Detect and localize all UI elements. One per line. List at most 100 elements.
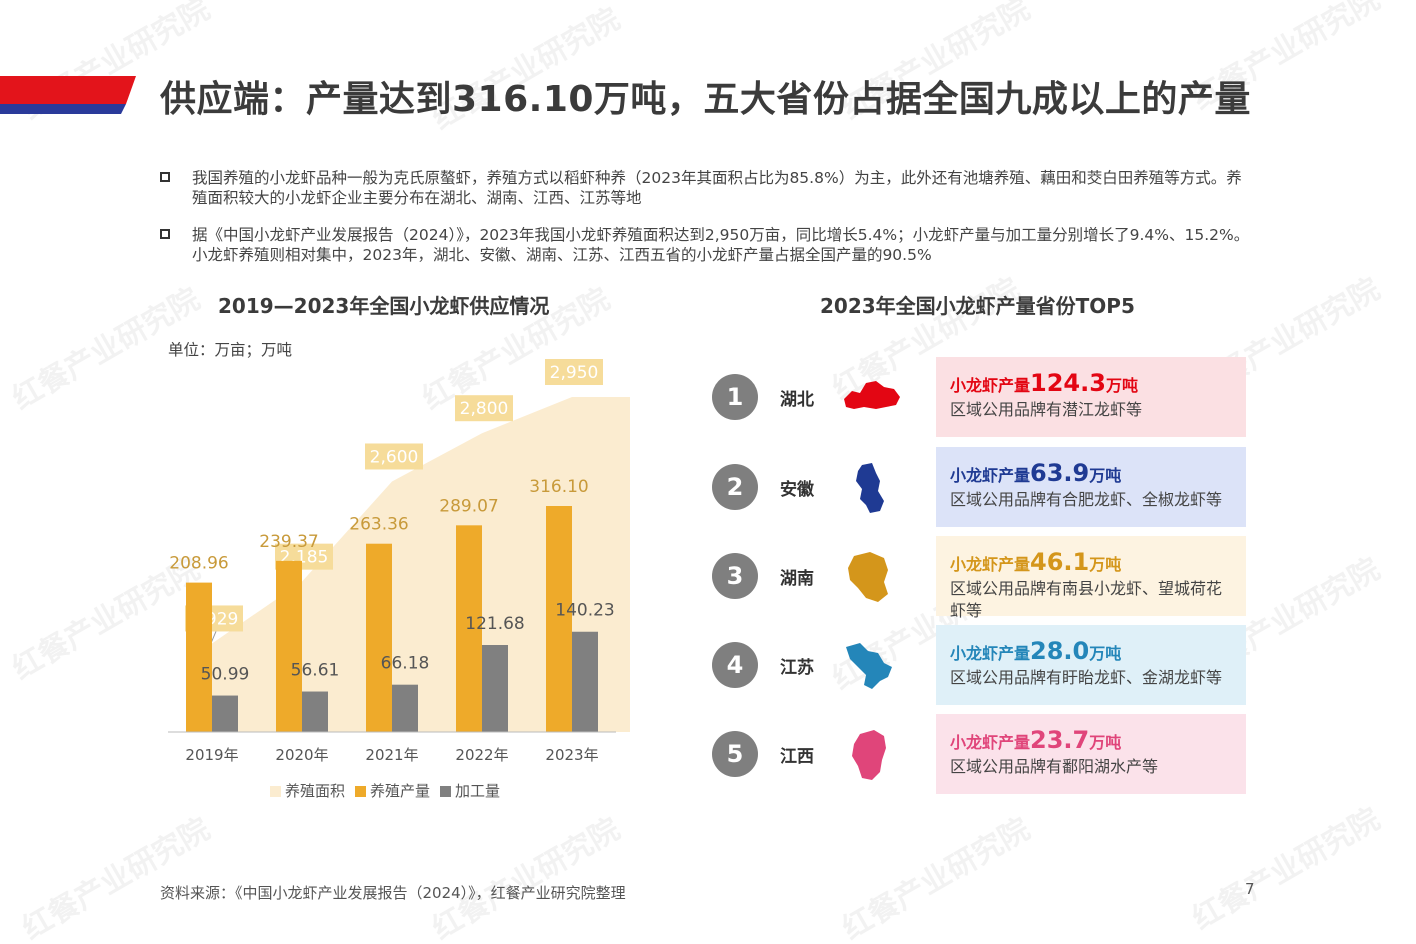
bar-output-label: 239.37 xyxy=(259,532,318,552)
legend-item-area: 养殖面积 xyxy=(270,780,345,801)
province-row: 2 安徽 小龙虾产量63.9万吨 区域公用品牌有合肥龙虾、全椒龙虾等 xyxy=(712,447,1252,527)
page-number: 7 xyxy=(1245,880,1255,898)
bar-output-label: 208.96 xyxy=(169,554,228,574)
bullet-text: 据《中国小龙虾产业发展报告（2024）》，2023年我国小龙虾养殖面积达到2,9… xyxy=(192,226,1250,264)
area-value-label: 2,600 xyxy=(370,447,419,467)
output-line: 小龙虾产量63.9万吨 xyxy=(950,459,1232,487)
bar-processing-label: 121.68 xyxy=(465,614,524,634)
rank-badge: 2 xyxy=(712,464,758,510)
chart-unit: 单位：万亩；万吨 xyxy=(168,341,293,359)
area-value-label: 2,950 xyxy=(550,363,599,383)
bar-processing xyxy=(482,645,508,732)
rank-badge: 5 xyxy=(712,731,758,777)
chart-title: 2019—2023年全国小龙虾供应情况 xyxy=(218,294,550,318)
output-line: 小龙虾产量46.1万吨 xyxy=(950,548,1232,576)
bar-processing-label: 140.23 xyxy=(555,601,614,621)
province-card: 小龙虾产量63.9万吨 区域公用品牌有合肥龙虾、全椒龙虾等 xyxy=(936,447,1246,527)
legend-label: 加工量 xyxy=(455,782,501,800)
source-note: 资料来源：《中国小龙虾产业发展报告（2024）》，红餐产业研究院整理 xyxy=(160,884,626,902)
output-unit: 万吨 xyxy=(1089,733,1122,752)
watermark-text: 红餐产业研究院 xyxy=(1187,802,1386,937)
bar-processing-label: 50.99 xyxy=(201,665,250,685)
x-tick-label: 2021年 xyxy=(365,746,418,764)
bullet-item: 我国养殖的小龙虾品种一般为克氏原螯虾，养殖方式以稻虾种养（2023年其面积占比为… xyxy=(160,168,1255,208)
bullet-square-icon xyxy=(160,172,170,182)
area-label-box xyxy=(455,395,513,422)
output-value: 63.9 xyxy=(1030,459,1090,487)
province-name: 江苏 xyxy=(780,658,814,678)
jiangsu-map-icon xyxy=(846,643,892,689)
legend-label: 养殖产量 xyxy=(370,782,431,800)
output-value: 46.1 xyxy=(1030,548,1090,576)
header-accent-stripe xyxy=(0,76,136,114)
bar-output xyxy=(546,506,572,732)
rank-badge: 4 xyxy=(712,642,758,688)
watermark-text: 红餐产业研究院 xyxy=(427,812,626,944)
bar-processing-label: 56.61 xyxy=(291,661,340,681)
bullet-text: 我国养殖的小龙虾品种一般为克氏原螯虾，养殖方式以稻虾种养（2023年其面积占比为… xyxy=(192,169,1242,207)
chart-legend: 养殖面积 养殖产量 加工量 xyxy=(270,780,500,801)
province-row: 4 江苏 小龙虾产量28.0万吨 区域公用品牌有盱眙龙虾、金湖龙虾等 xyxy=(712,625,1252,705)
hunan-map-icon xyxy=(848,552,888,602)
rank-badge: 3 xyxy=(712,553,758,599)
bar-output-label: 316.10 xyxy=(529,477,588,497)
output-line: 小龙虾产量28.0万吨 xyxy=(950,637,1232,665)
area-value-label: 2,800 xyxy=(460,399,509,419)
output-prefix: 小龙虾产量 xyxy=(950,555,1031,574)
x-tick-label: 2019年 xyxy=(185,746,238,764)
output-prefix: 小龙虾产量 xyxy=(950,376,1031,395)
bullet-item: 据《中国小龙虾产业发展报告（2024）》，2023年我国小龙虾养殖面积达到2,9… xyxy=(160,225,1255,265)
output-unit: 万吨 xyxy=(1089,644,1122,663)
output-value: 23.7 xyxy=(1030,726,1090,754)
output-value: 124.3 xyxy=(1030,369,1106,397)
bar-output xyxy=(456,525,482,732)
brand-description: 区域公用品牌有盱眙龙虾、金湖龙虾等 xyxy=(950,668,1223,687)
legend-swatch xyxy=(355,786,367,797)
supply-chart: 1,9292,1852,6002,8002,950208.9650.99239.… xyxy=(168,359,630,764)
jiangxi-map-icon xyxy=(852,730,886,780)
bar-processing xyxy=(392,684,418,732)
output-prefix: 小龙虾产量 xyxy=(950,644,1031,663)
output-line: 小龙虾产量124.3万吨 xyxy=(950,369,1232,397)
output-line: 小龙虾产量23.7万吨 xyxy=(950,726,1232,754)
rank-badge: 1 xyxy=(712,374,758,420)
x-tick-label: 2023年 xyxy=(545,746,598,764)
legend-item-output: 养殖产量 xyxy=(355,780,430,801)
bar-processing-label: 66.18 xyxy=(381,654,430,674)
province-card: 小龙虾产量46.1万吨 区域公用品牌有南县小龙虾、望城荷花虾等 xyxy=(936,536,1246,620)
output-unit: 万吨 xyxy=(1089,555,1122,574)
output-prefix: 小龙虾产量 xyxy=(950,466,1031,485)
output-prefix: 小龙虾产量 xyxy=(950,733,1031,752)
province-row: 5 江西 小龙虾产量23.7万吨 区域公用品牌有鄱阳湖水产等 xyxy=(712,714,1252,794)
province-name: 湖北 xyxy=(780,390,814,410)
bullet-square-icon xyxy=(160,229,170,239)
anhui-map-icon xyxy=(856,463,884,513)
x-tick-label: 2022年 xyxy=(455,746,508,764)
brand-description: 区域公用品牌有潜江龙虾等 xyxy=(950,400,1143,419)
province-name: 湖南 xyxy=(780,569,814,589)
legend-swatch xyxy=(270,786,281,797)
watermark-text: 红餐产业研究院 xyxy=(17,812,216,944)
bar-output-label: 263.36 xyxy=(349,515,408,535)
province-row: 3 湖南 小龙虾产量46.1万吨 区域公用品牌有南县小龙虾、望城荷花虾等 xyxy=(712,536,1252,620)
area-label-box xyxy=(545,359,603,385)
watermark-text: 红餐产业研究院 xyxy=(837,812,1036,944)
bar-processing xyxy=(212,695,238,732)
brand-description: 区域公用品牌有鄱阳湖水产等 xyxy=(950,757,1159,776)
legend-swatch xyxy=(440,786,452,797)
province-name: 江西 xyxy=(780,747,814,767)
area-label-box xyxy=(365,443,423,470)
hubei-map-icon xyxy=(844,381,900,409)
province-card: 小龙虾产量23.7万吨 区域公用品牌有鄱阳湖水产等 xyxy=(936,714,1246,794)
area-series-shape xyxy=(212,397,630,732)
brand-description: 区域公用品牌有南县小龙虾、望城荷花虾等 xyxy=(950,579,1223,620)
output-unit: 万吨 xyxy=(1105,376,1138,395)
province-card: 小龙虾产量124.3万吨 区域公用品牌有潜江龙虾等 xyxy=(936,357,1246,437)
output-value: 28.0 xyxy=(1030,637,1090,665)
x-tick-label: 2020年 xyxy=(275,746,328,764)
province-card: 小龙虾产量28.0万吨 区域公用品牌有盱眙龙虾、金湖龙虾等 xyxy=(936,625,1246,705)
bar-output xyxy=(186,582,212,732)
bar-output xyxy=(276,560,302,732)
legend-item-processing: 加工量 xyxy=(440,780,500,801)
output-unit: 万吨 xyxy=(1089,466,1122,485)
